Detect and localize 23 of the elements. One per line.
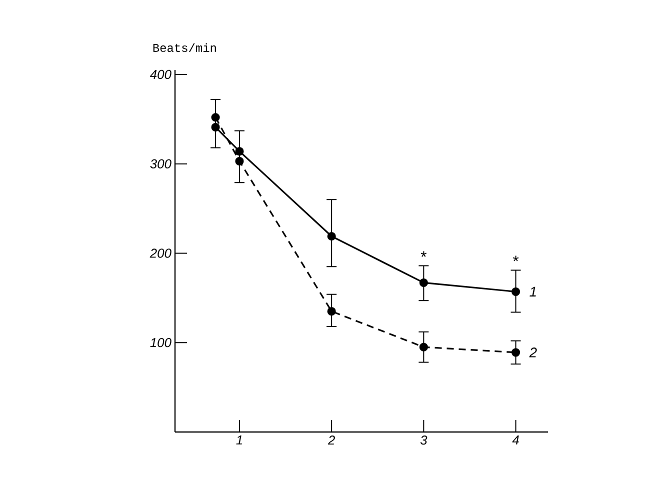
x-tick-label: 2 bbox=[328, 436, 335, 445]
point bbox=[419, 278, 428, 288]
point bbox=[211, 113, 220, 122]
annotation: * bbox=[512, 256, 519, 262]
annotation: * bbox=[420, 251, 427, 257]
point bbox=[327, 307, 336, 316]
y-tick-label: 100 bbox=[150, 338, 172, 348]
x-tick-label: 3 bbox=[420, 436, 428, 445]
point bbox=[235, 156, 244, 166]
y-tick-label: 200 bbox=[150, 248, 172, 258]
x-tick-label: 4 bbox=[512, 436, 519, 444]
y-axis-title: Beats/min bbox=[153, 43, 216, 52]
point bbox=[235, 147, 244, 156]
point bbox=[511, 287, 520, 296]
point bbox=[419, 342, 428, 352]
series-label: 2 bbox=[529, 348, 537, 358]
y-tick-label: 400 bbox=[150, 70, 172, 80]
point bbox=[327, 232, 336, 241]
x-tick-label: 1 bbox=[236, 436, 242, 444]
series-label: 1 bbox=[530, 286, 536, 296]
point bbox=[211, 122, 220, 132]
y-tick-label: 300 bbox=[150, 159, 172, 168]
point bbox=[511, 348, 520, 357]
